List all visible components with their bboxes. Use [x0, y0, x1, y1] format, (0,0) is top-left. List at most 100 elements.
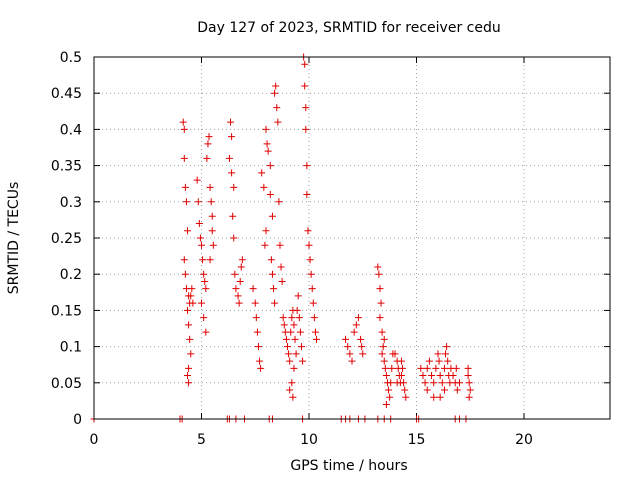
data-point: [385, 386, 393, 394]
data-point: [199, 256, 207, 264]
data-point: [440, 386, 448, 394]
data-point: [381, 364, 389, 372]
y-tick-label: 0.2: [60, 267, 82, 283]
data-point: [440, 364, 448, 372]
data-point: [205, 133, 213, 141]
data-point: [391, 350, 399, 358]
data-point: [270, 285, 278, 293]
data-point: [268, 270, 276, 278]
data-point: [286, 386, 294, 394]
data-point: [301, 82, 309, 90]
data-point: [187, 292, 195, 300]
data-point: [296, 328, 304, 336]
data-point: [267, 256, 275, 264]
data-point: [186, 335, 194, 343]
data-point: [181, 270, 189, 278]
x-tick-label: 10: [300, 432, 318, 448]
data-point: [230, 234, 238, 242]
data-point: [238, 256, 246, 264]
data-point: [288, 314, 296, 322]
data-point: [198, 241, 205, 249]
data-point: [378, 350, 386, 358]
data-point: [344, 343, 352, 351]
data-point: [294, 292, 302, 300]
data-point: [280, 321, 288, 329]
data-point: [452, 364, 460, 372]
data-point: [291, 335, 299, 343]
data-point: [386, 393, 394, 401]
data-point: [419, 372, 427, 380]
data-point: [208, 227, 216, 235]
grid: [94, 57, 610, 419]
data-point: [436, 372, 444, 380]
data-point: [258, 169, 266, 177]
data-point: [237, 263, 245, 271]
data-point: [465, 393, 473, 401]
data-point: [402, 393, 410, 401]
data-point: [232, 285, 240, 293]
data-point: [184, 372, 192, 380]
data-point: [181, 183, 189, 191]
data-point: [287, 328, 295, 336]
data-point: [289, 393, 297, 401]
data-point: [184, 227, 192, 235]
data-point: [253, 328, 261, 336]
data-point: [266, 191, 274, 199]
data-point: [453, 386, 461, 394]
data-point: [397, 357, 405, 365]
data-point: [271, 89, 279, 97]
y-tick-label: 0.5: [60, 50, 82, 66]
data-point: [263, 140, 271, 148]
data-point: [432, 364, 440, 372]
data-point: [464, 372, 472, 380]
data-point: [302, 104, 310, 112]
data-point: [185, 364, 193, 372]
data-point: [278, 277, 286, 285]
data-point: [225, 154, 233, 162]
data-point: [313, 335, 321, 343]
data-point: [382, 372, 390, 380]
data-point: [228, 133, 236, 141]
data-point: [308, 285, 316, 293]
data-point: [305, 241, 313, 249]
data-point: [428, 372, 436, 380]
data-point: [188, 285, 196, 293]
data-point: [436, 393, 444, 401]
data-point: [284, 343, 291, 351]
data-point: [262, 125, 270, 133]
data-point: [254, 343, 262, 351]
data-point: [185, 321, 193, 329]
data-point: [249, 285, 257, 293]
data-point: [194, 198, 202, 206]
data-point: [282, 335, 290, 343]
data-point: [206, 183, 214, 191]
data-point: [198, 299, 205, 307]
data-point: [399, 364, 407, 372]
data-point: [348, 357, 356, 365]
data-point: [346, 350, 354, 358]
data-point: [290, 321, 298, 329]
data-point: [430, 379, 438, 387]
data-point: [423, 386, 431, 394]
data-point: [200, 270, 208, 278]
data-point: [206, 256, 214, 264]
data-point: [438, 379, 446, 387]
data-point: [228, 169, 236, 177]
data-point: [421, 379, 429, 387]
data-point: [180, 154, 188, 162]
data-point: [466, 386, 474, 394]
data-point: [309, 299, 317, 307]
data-point: [256, 357, 264, 365]
data-point: [202, 285, 210, 293]
data-point: [257, 364, 265, 372]
y-tick-label: 0.1: [60, 340, 82, 356]
data-point: [342, 335, 350, 343]
data-point: [303, 191, 311, 199]
data-point: [195, 220, 203, 228]
data-point: [310, 314, 318, 322]
data-point: [435, 357, 443, 365]
data-points: [90, 53, 474, 423]
data-point: [423, 364, 431, 372]
data-point: [376, 314, 384, 322]
data-point: [464, 364, 472, 372]
